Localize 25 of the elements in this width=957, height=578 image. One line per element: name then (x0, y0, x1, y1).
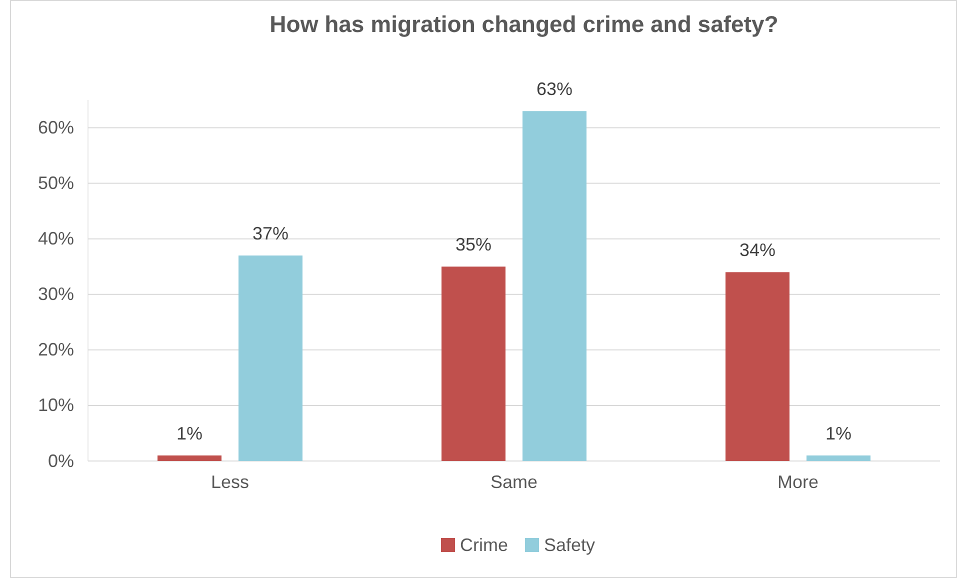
data-label: 63% (536, 79, 573, 100)
bar (806, 455, 870, 461)
y-tick-label: 0% (48, 450, 74, 471)
bar (726, 272, 790, 461)
y-tick-label: 50% (38, 173, 74, 194)
data-label: 35% (455, 234, 492, 255)
chart-title: How has migration changed crime and safety? (270, 11, 778, 37)
bar (158, 455, 222, 461)
y-tick-label: 40% (38, 228, 74, 249)
data-label: 1% (176, 423, 203, 444)
data-label: 37% (252, 224, 289, 244)
y-tick-label: 60% (38, 118, 74, 138)
y-tick-label: 20% (38, 340, 74, 360)
y-tick-label: 30% (38, 284, 74, 304)
y-tick-label: 10% (38, 395, 74, 416)
bar (238, 256, 302, 461)
bar (442, 266, 506, 461)
data-label: 34% (739, 240, 776, 260)
bar (522, 111, 586, 461)
data-label: 1% (825, 423, 852, 444)
x-tick-label: More (777, 472, 819, 492)
x-tick-label: Same (490, 472, 538, 492)
x-tick-label: Less (210, 472, 250, 492)
legend-label: Crime (460, 535, 508, 555)
legend-label: Safety (544, 535, 596, 555)
